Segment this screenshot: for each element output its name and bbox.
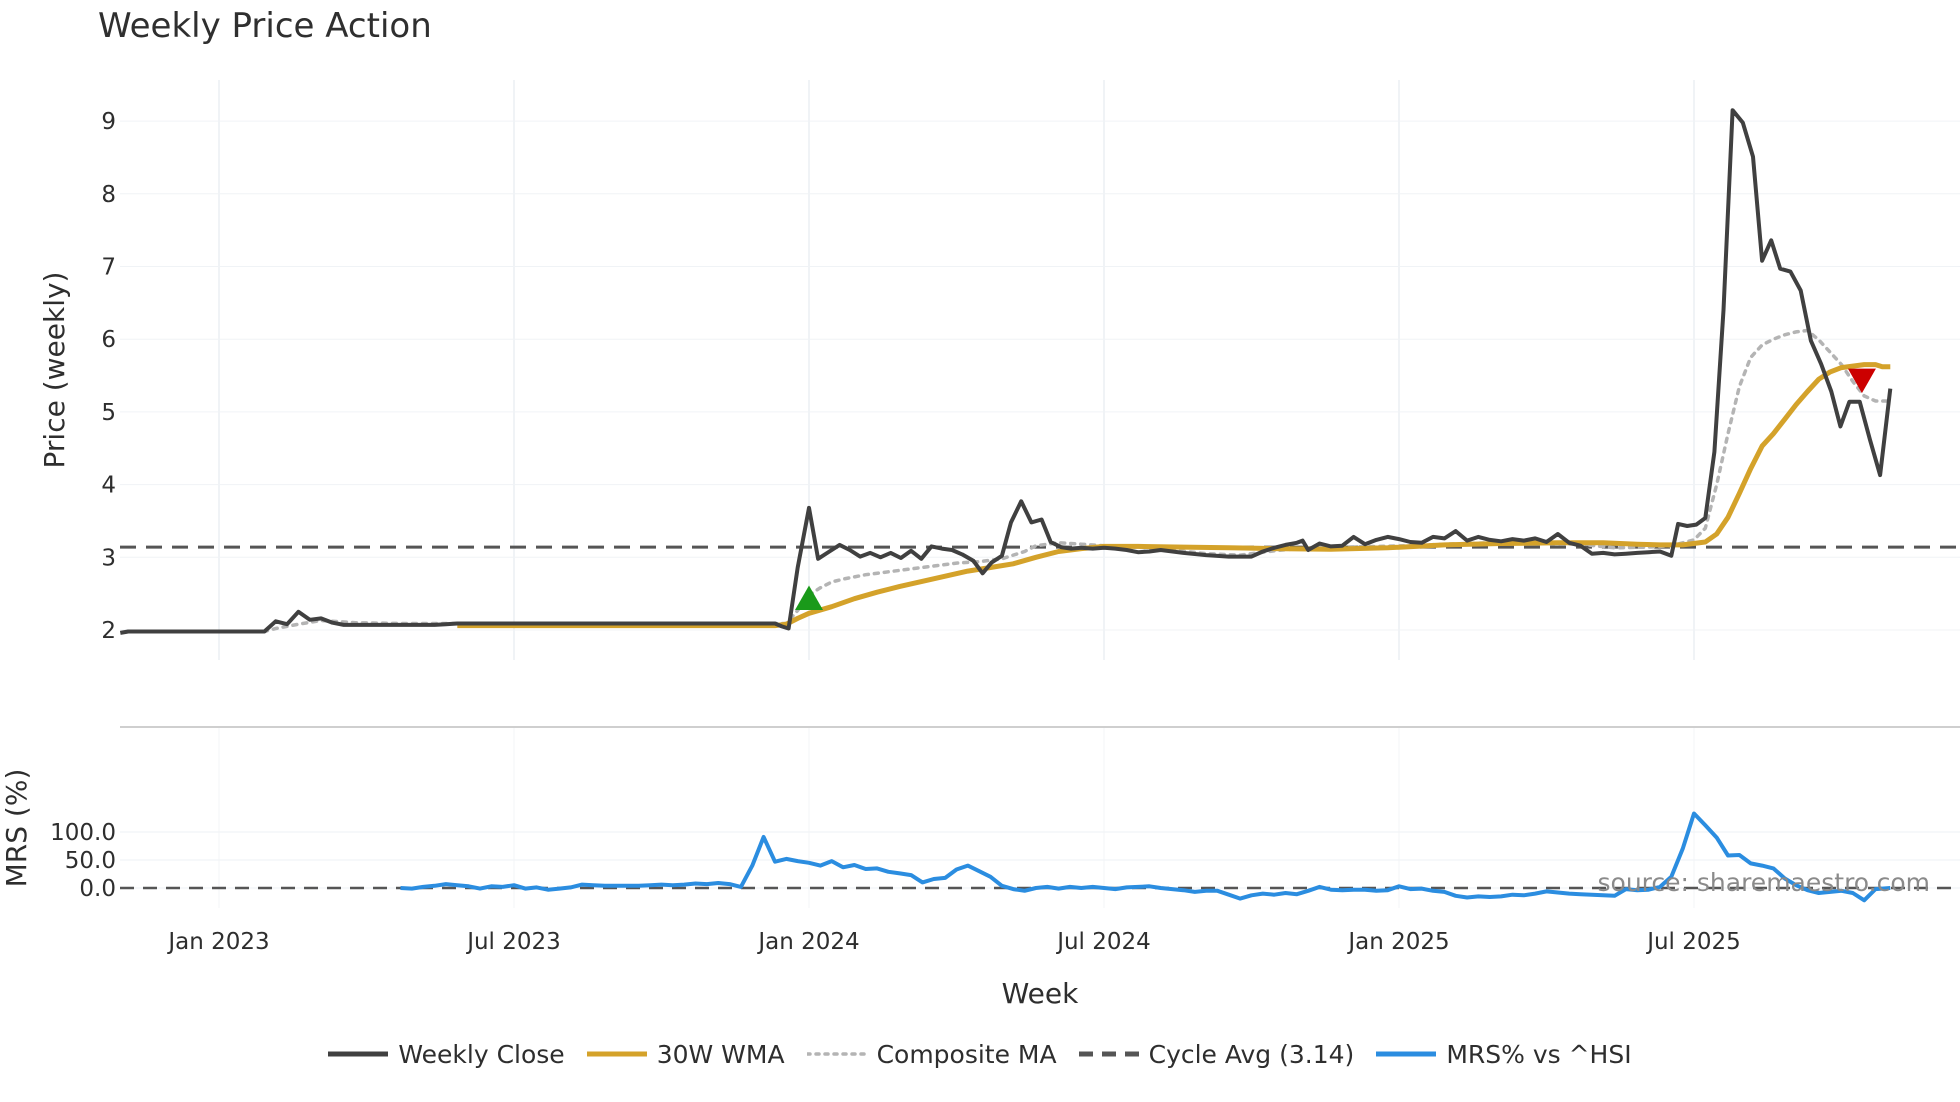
xtick-5: Jul 2025: [1645, 929, 1741, 955]
chart-title: Weekly Price Action: [98, 6, 432, 46]
series-composite-ma: [171, 328, 1893, 634]
xtick-3: Jul 2024: [1055, 929, 1151, 955]
legend-swatch-2: [806, 1048, 867, 1060]
series-30w-wma: [457, 362, 1891, 629]
price-ytick-5: 5: [101, 400, 116, 426]
mrs-ytick-1: 50.0: [65, 848, 116, 874]
legend-swatch-1: [586, 1048, 647, 1060]
price-ytick-4: 4: [101, 473, 116, 499]
legend-label-3: Cycle Avg (3.14): [1148, 1039, 1355, 1069]
mrs-ytick-2: 0.0: [79, 876, 116, 902]
legend-item-3: Cycle Avg (3.14): [1078, 1039, 1355, 1069]
legend-swatch-4: [1376, 1048, 1437, 1060]
mrs-ylabel: MRS (%): [0, 769, 33, 888]
xtick-0: Jan 2023: [166, 929, 269, 955]
xtick-1: Jul 2023: [465, 929, 561, 955]
legend-label-4: MRS% vs ^HSI: [1446, 1039, 1632, 1069]
series-weekly-close: [119, 108, 1893, 635]
legend-swatch-3: [1078, 1048, 1139, 1060]
legend-item-1: 30W WMA: [586, 1039, 785, 1069]
source-text: source: sharemaestro.com: [1598, 868, 1931, 897]
price-ytick-3: 3: [101, 545, 116, 571]
xtick-4: Jan 2025: [1346, 929, 1449, 955]
mrs-ytick-0: 100.0: [50, 820, 116, 846]
xtick-2: Jan 2024: [756, 929, 859, 955]
price-ytick-8: 8: [101, 182, 116, 208]
buy-signal: [795, 585, 823, 610]
price-ylabel: Price (weekly): [38, 272, 71, 469]
legend-label-0: Weekly Close: [398, 1039, 565, 1069]
legend-label-2: Composite MA: [876, 1039, 1057, 1069]
price-ytick-2: 2: [101, 618, 116, 644]
price-ytick-7: 7: [101, 255, 116, 281]
price-ytick-6: 6: [101, 327, 116, 353]
series-mrs: [400, 811, 1891, 903]
legend-swatch-0: [328, 1048, 389, 1060]
price-ytick-9: 9: [101, 109, 116, 135]
sell-signal: [1847, 368, 1876, 394]
chart-svg: 2 3 4 5 6 7 8 9 Price (weekly) 100.050.00.0 MRS (%…: [0, 80, 1960, 1010]
legend-item-0: Weekly Close: [328, 1039, 565, 1069]
chart-legend: Weekly Close 30W WMA Composite MA Cycle Avg…: [0, 1034, 1960, 1074]
legend-item-4: MRS% vs ^HSI: [1376, 1039, 1632, 1069]
legend-label-1: 30W WMA: [656, 1039, 785, 1069]
legend-item-2: Composite MA: [806, 1039, 1057, 1069]
x-axis-title: Week: [1002, 977, 1079, 1010]
